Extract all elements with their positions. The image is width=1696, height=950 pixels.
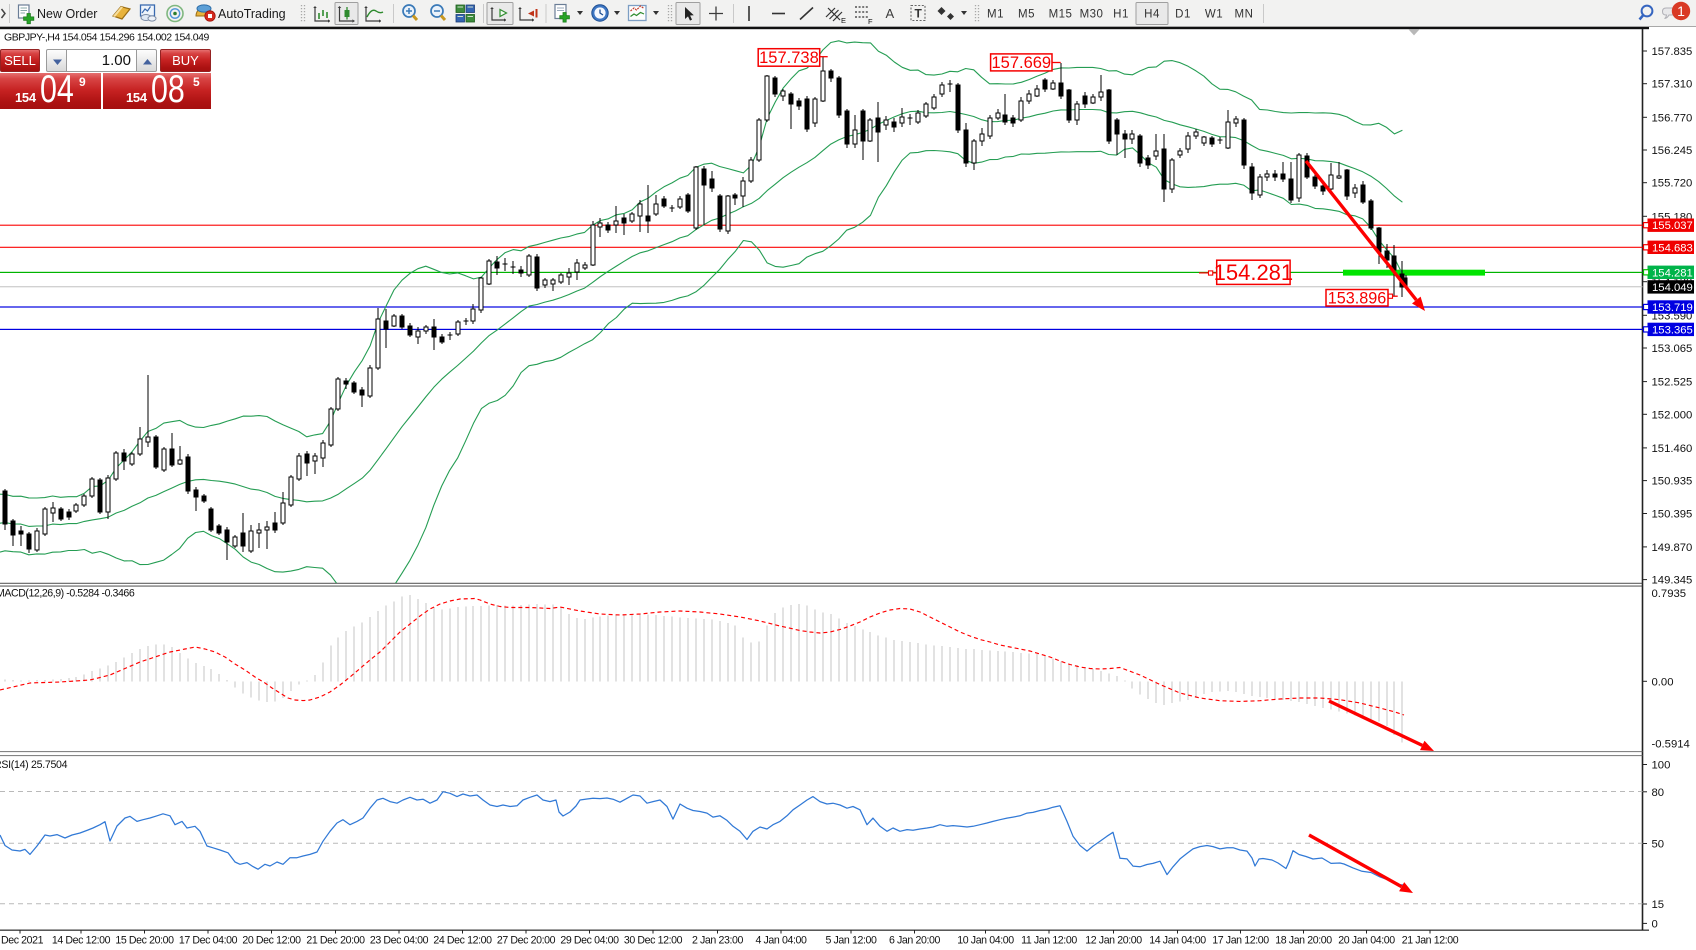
svg-text:21 Dec 20:00: 21 Dec 20:00 bbox=[306, 935, 365, 947]
svg-text:154.281: 154.281 bbox=[1214, 260, 1294, 285]
svg-text:155.037: 155.037 bbox=[1652, 220, 1693, 232]
svg-text:-0.5914: -0.5914 bbox=[1652, 739, 1690, 751]
svg-text:27 Dec 20:00: 27 Dec 20:00 bbox=[497, 935, 556, 947]
svg-text:W1: W1 bbox=[1205, 9, 1223, 21]
svg-text:14 Dec 12:00: 14 Dec 12:00 bbox=[52, 935, 111, 947]
svg-text:2 Jan 23:00: 2 Jan 23:00 bbox=[692, 935, 743, 947]
svg-text:6 Jan 20:00: 6 Jan 20:00 bbox=[889, 935, 940, 947]
svg-text:17 Jan 12:00: 17 Jan 12:00 bbox=[1212, 935, 1269, 947]
svg-text:14 Jan 04:00: 14 Jan 04:00 bbox=[1149, 935, 1206, 947]
svg-text:155.720: 155.720 bbox=[1652, 178, 1693, 190]
svg-text:153.896: 153.896 bbox=[1328, 289, 1387, 307]
svg-text:Dec 2021: Dec 2021 bbox=[1, 935, 44, 947]
svg-text:1: 1 bbox=[1677, 3, 1685, 19]
svg-text:154.049: 154.049 bbox=[1652, 282, 1693, 294]
svg-text:10 Jan 04:00: 10 Jan 04:00 bbox=[957, 935, 1014, 947]
svg-text:151.460: 151.460 bbox=[1652, 443, 1693, 455]
svg-text:M5: M5 bbox=[1018, 9, 1035, 21]
svg-text:New Order: New Order bbox=[37, 7, 97, 21]
svg-text:152.525: 152.525 bbox=[1652, 377, 1693, 389]
svg-text:29 Dec 04:00: 29 Dec 04:00 bbox=[560, 935, 619, 947]
svg-text:154.281: 154.281 bbox=[1652, 267, 1693, 279]
svg-text:23 Dec 04:00: 23 Dec 04:00 bbox=[370, 935, 429, 947]
svg-text:GBPJPY-,H4 154.054 154.296 15: GBPJPY-,H4 154.054 154.296 154.002 154.0… bbox=[4, 32, 210, 44]
svg-text:156.245: 156.245 bbox=[1652, 145, 1693, 157]
svg-text:154.683: 154.683 bbox=[1652, 242, 1693, 254]
svg-text:15 Dec 20:00: 15 Dec 20:00 bbox=[115, 935, 174, 947]
svg-text:30 Dec 12:00: 30 Dec 12:00 bbox=[624, 935, 683, 947]
svg-text:0: 0 bbox=[1652, 918, 1658, 930]
svg-text:E: E bbox=[841, 16, 846, 25]
svg-text:MACD(12,26,9) -0.5284 -0.3466: MACD(12,26,9) -0.5284 -0.3466 bbox=[0, 588, 135, 600]
svg-text:15: 15 bbox=[1652, 899, 1665, 911]
svg-text:MN: MN bbox=[1235, 9, 1254, 21]
svg-text:12 Jan 20:00: 12 Jan 20:00 bbox=[1085, 935, 1142, 947]
svg-text:M30: M30 bbox=[1080, 9, 1104, 21]
svg-text:H4: H4 bbox=[1144, 9, 1160, 21]
svg-text:AutoTrading: AutoTrading bbox=[218, 7, 286, 21]
svg-text:50: 50 bbox=[1652, 839, 1665, 851]
svg-text:20 Jan 04:00: 20 Jan 04:00 bbox=[1338, 935, 1395, 947]
svg-text:0.7935: 0.7935 bbox=[1652, 588, 1687, 600]
svg-text:D1: D1 bbox=[1175, 9, 1191, 21]
svg-text:21 Jan 12:00: 21 Jan 12:00 bbox=[1402, 935, 1459, 947]
svg-text:T: T bbox=[915, 7, 923, 21]
svg-text:153.065: 153.065 bbox=[1652, 343, 1693, 355]
svg-text:100: 100 bbox=[1652, 760, 1671, 772]
svg-text:157.310: 157.310 bbox=[1652, 79, 1693, 91]
svg-text:157.669: 157.669 bbox=[991, 54, 1051, 72]
svg-text:150.935: 150.935 bbox=[1652, 476, 1693, 488]
svg-text:20 Dec 12:00: 20 Dec 12:00 bbox=[242, 935, 301, 947]
svg-text:80: 80 bbox=[1652, 787, 1665, 799]
svg-text:18 Jan 20:00: 18 Jan 20:00 bbox=[1275, 935, 1332, 947]
svg-text:152.000: 152.000 bbox=[1652, 409, 1693, 421]
svg-text:149.345: 149.345 bbox=[1652, 575, 1693, 587]
svg-text:5 Jan 12:00: 5 Jan 12:00 bbox=[826, 935, 877, 947]
svg-text:156.770: 156.770 bbox=[1652, 112, 1693, 124]
svg-text:157.738: 157.738 bbox=[759, 49, 819, 67]
svg-text:M15: M15 bbox=[1049, 9, 1073, 21]
svg-text:H1: H1 bbox=[1113, 9, 1129, 21]
svg-text:157.835: 157.835 bbox=[1652, 46, 1693, 58]
svg-text:149.870: 149.870 bbox=[1652, 542, 1693, 554]
svg-text:4 Jan 04:00: 4 Jan 04:00 bbox=[756, 935, 807, 947]
svg-text:RSI(14) 25.7504: RSI(14) 25.7504 bbox=[0, 759, 68, 771]
svg-text:A: A bbox=[886, 6, 895, 21]
svg-text:0.00: 0.00 bbox=[1652, 676, 1674, 688]
svg-text:153.365: 153.365 bbox=[1652, 324, 1693, 336]
svg-text:11 Jan 12:00: 11 Jan 12:00 bbox=[1021, 935, 1077, 947]
svg-text:M1: M1 bbox=[987, 9, 1004, 21]
svg-text:17 Dec 04:00: 17 Dec 04:00 bbox=[179, 935, 238, 947]
svg-text:F: F bbox=[868, 17, 873, 26]
svg-text:24 Dec 12:00: 24 Dec 12:00 bbox=[433, 935, 492, 947]
svg-text:150.395: 150.395 bbox=[1652, 509, 1693, 521]
svg-text:153.719: 153.719 bbox=[1652, 302, 1693, 314]
